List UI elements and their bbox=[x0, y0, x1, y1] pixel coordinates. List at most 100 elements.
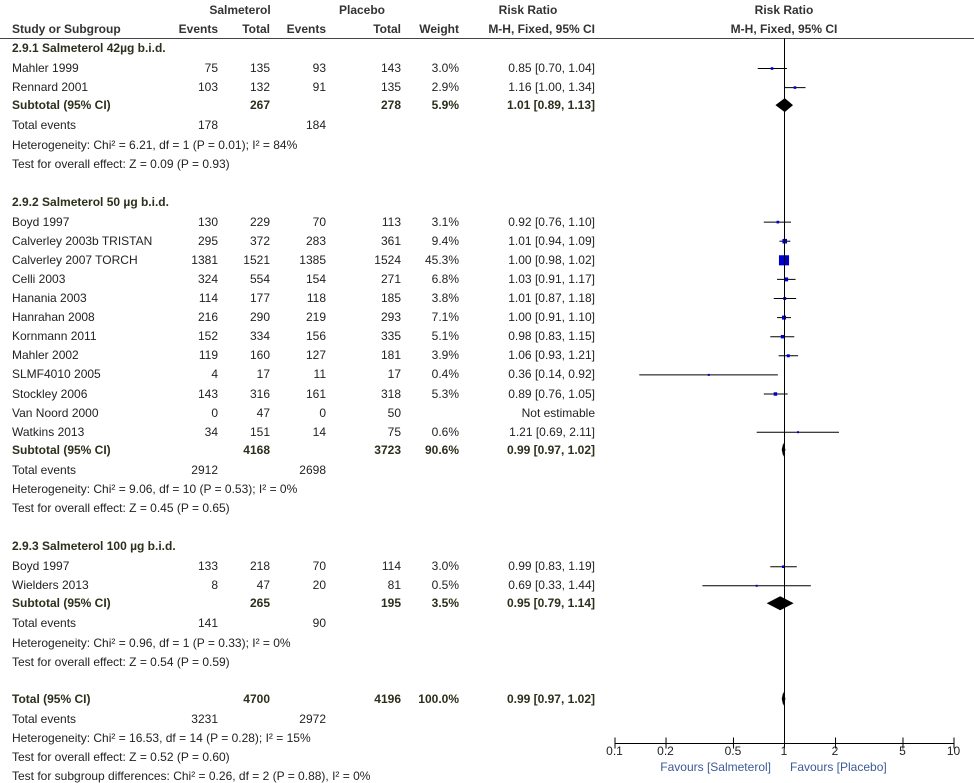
study-name: Calverley 2003b TRISTAN bbox=[12, 233, 153, 248]
study-exp-total: 135 bbox=[249, 61, 270, 75]
overall-ci: 0.99 [0.97, 1.02] bbox=[506, 691, 595, 706]
study-exp-events: 0 bbox=[211, 405, 218, 420]
study-ctl-total: 181 bbox=[380, 348, 401, 363]
total-events-label: Total events bbox=[12, 118, 77, 133]
x-tick-label: 0.2 bbox=[657, 744, 674, 758]
total-events-label: Total events bbox=[12, 616, 77, 631]
study-ci: 1.00 [0.98, 1.02] bbox=[508, 252, 595, 267]
study-exp-total: 218 bbox=[249, 559, 270, 574]
header-placebo: Placebo bbox=[338, 3, 386, 17]
overall-effect: Test for overall effect: Z = 0.54 (P = 0… bbox=[12, 654, 230, 669]
study-name: Mahler 1999 bbox=[12, 61, 79, 75]
header-weight: Weight bbox=[419, 22, 459, 36]
study-exp-total: 47 bbox=[256, 578, 270, 593]
subtotal-label: Subtotal (95% CI) bbox=[12, 596, 111, 611]
overall-total-events-ctl: 2972 bbox=[299, 711, 326, 726]
study-exp-total: 177 bbox=[249, 291, 270, 305]
study-ctl-events: 91 bbox=[312, 80, 326, 95]
study-name: Wielders 2013 bbox=[12, 578, 89, 593]
study-ci: Not estimable bbox=[521, 405, 595, 420]
study-name: Boyd 1997 bbox=[12, 214, 70, 229]
study-ci: 0.69 [0.33, 1.44] bbox=[508, 578, 595, 593]
study-point-square bbox=[776, 220, 780, 224]
study-exp-events: 103 bbox=[197, 80, 218, 95]
study-exp-events: 4 bbox=[211, 367, 218, 382]
study-weight: 0.4% bbox=[431, 367, 459, 382]
study-point-square bbox=[786, 354, 790, 358]
study-ctl-total: 1524 bbox=[374, 252, 401, 267]
overall-ctl-total: 4196 bbox=[374, 691, 401, 706]
study-point-square bbox=[770, 67, 774, 70]
subtotal-ci: 0.99 [0.97, 1.02] bbox=[506, 442, 595, 457]
study-ci: 1.03 [0.91, 1.17] bbox=[508, 271, 595, 286]
x-tick-label: 5 bbox=[899, 744, 906, 758]
study-exp-total: 316 bbox=[249, 386, 270, 401]
study-exp-events: 143 bbox=[197, 386, 218, 401]
header-risk-ratio: Risk Ratio bbox=[498, 3, 558, 17]
subtotal-ctl-total: 3723 bbox=[374, 442, 401, 457]
study-ctl-total: 335 bbox=[380, 329, 401, 344]
study-ctl-total: 318 bbox=[380, 386, 401, 401]
study-ci: 0.36 [0.14, 0.92] bbox=[508, 367, 595, 382]
header-ctl-events: Events bbox=[286, 22, 326, 36]
study-ctl-events: 70 bbox=[312, 214, 326, 229]
study-point-square bbox=[781, 565, 785, 568]
total-events-exp: 2912 bbox=[191, 462, 218, 477]
header-plot-risk-ratio: Risk Ratio bbox=[754, 3, 814, 17]
subtotal-ci: 0.95 [0.79, 1.14] bbox=[506, 596, 595, 611]
study-name: Celli 2003 bbox=[12, 271, 66, 286]
study-exp-events: 1381 bbox=[191, 252, 218, 267]
study-exp-total: 160 bbox=[249, 348, 270, 363]
study-exp-events: 152 bbox=[197, 329, 218, 344]
study-ci: 1.21 [0.69, 2.11] bbox=[509, 424, 595, 439]
study-ctl-events: 70 bbox=[312, 559, 326, 574]
study-ctl-events: 161 bbox=[305, 386, 326, 401]
total-events-exp: 178 bbox=[197, 118, 218, 133]
study-ci: 1.06 [0.93, 1.21] bbox=[508, 348, 595, 363]
study-weight: 7.1% bbox=[431, 310, 459, 325]
study-name: Mahler 2002 bbox=[12, 348, 79, 363]
favours-right-label: Favours [Placebo] bbox=[790, 760, 887, 774]
total-events-ctl: 90 bbox=[312, 616, 326, 631]
header-exp-events: Events bbox=[178, 22, 218, 36]
study-ctl-events: 219 bbox=[305, 310, 326, 325]
subgroup-differences: Test for subgroup differences: Chi² = 0.… bbox=[12, 769, 371, 783]
study-ci: 1.00 [0.91, 1.10] bbox=[508, 310, 595, 325]
header-plot-method: M-H, Fixed, 95% CI bbox=[730, 22, 838, 36]
heterogeneity: Heterogeneity: Chi² = 9.06, df = 10 (P =… bbox=[12, 482, 298, 497]
study-ctl-total: 135 bbox=[380, 80, 401, 95]
study-ctl-total: 143 bbox=[380, 61, 401, 75]
study-exp-events: 324 bbox=[197, 271, 218, 286]
study-point-square bbox=[797, 431, 800, 434]
study-exp-events: 75 bbox=[204, 61, 218, 75]
overall-weight: 100.0% bbox=[418, 691, 459, 706]
header-salmeterol: Salmeterol bbox=[209, 3, 271, 17]
study-ctl-events: 11 bbox=[313, 367, 326, 382]
overall-diamond bbox=[781, 691, 786, 706]
study-exp-events: 8 bbox=[211, 578, 218, 593]
x-tick-label: 1 bbox=[780, 744, 788, 758]
study-exp-events: 119 bbox=[198, 348, 218, 363]
study-ctl-events: 14 bbox=[312, 424, 326, 439]
study-exp-events: 133 bbox=[197, 559, 218, 574]
study-exp-total: 372 bbox=[249, 233, 270, 248]
study-point-square bbox=[793, 86, 797, 89]
study-ctl-events: 283 bbox=[305, 233, 326, 248]
heterogeneity: Heterogeneity: Chi² = 6.21, df = 1 (P = … bbox=[12, 137, 298, 152]
study-exp-total: 17 bbox=[256, 367, 270, 382]
study-ctl-total: 50 bbox=[387, 405, 401, 420]
study-exp-total: 290 bbox=[249, 310, 270, 325]
study-point-square bbox=[707, 373, 710, 376]
study-ctl-total: 114 bbox=[381, 559, 401, 574]
study-name: Kornmann 2011 bbox=[12, 329, 97, 344]
x-tick-label: 0.5 bbox=[724, 744, 742, 758]
study-weight: 6.8% bbox=[431, 271, 459, 286]
study-weight: 3.9% bbox=[431, 348, 459, 363]
subtotal-exp-total: 4168 bbox=[243, 442, 270, 457]
study-ctl-events: 20 bbox=[312, 578, 326, 593]
study-ctl-events: 154 bbox=[305, 271, 326, 286]
subgroup-title: 2.9.3 Salmeterol 100 µg b.i.d. bbox=[12, 539, 176, 554]
study-ctl-total: 17 bbox=[387, 367, 401, 382]
